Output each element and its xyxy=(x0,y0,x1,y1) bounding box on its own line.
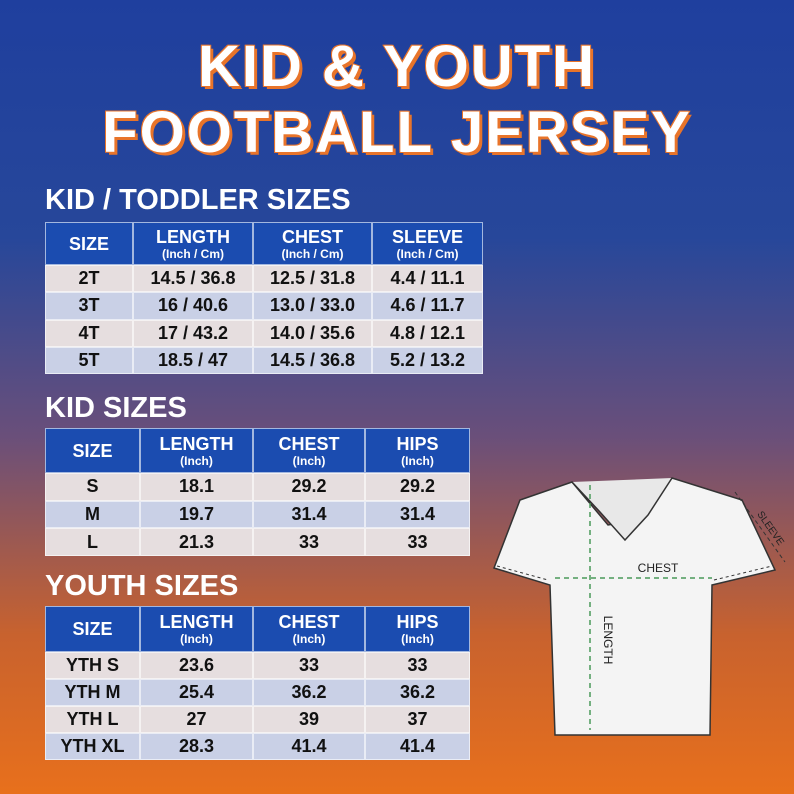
column-name: LENGTH xyxy=(159,612,234,632)
column-unit: (Inch) xyxy=(401,632,434,646)
table-cell: 28.3 xyxy=(140,733,253,760)
column-unit: (Inch / Cm) xyxy=(281,246,344,261)
section-heading: YOUTH SIZES xyxy=(45,570,239,602)
table-cell: 5T xyxy=(45,346,133,375)
table-cell: 13.0 / 33.0 xyxy=(253,292,372,320)
section-heading: KID / TODDLER SIZES xyxy=(45,184,351,216)
collar xyxy=(571,477,673,542)
table-cell: 18.1 xyxy=(140,473,253,501)
column-unit: (Inch) xyxy=(292,453,326,468)
header-cell: SIZE xyxy=(45,606,140,652)
header-cell: LENGTH (Inch / Cm) xyxy=(133,222,253,265)
column-unit: (Inch) xyxy=(292,632,326,646)
table-cell: 14.5 / 36.8 xyxy=(133,265,253,293)
table-cell: 14.0 / 35.6 xyxy=(253,319,372,347)
table-cell: 27 xyxy=(140,706,253,733)
table-cell: 4.6 / 11.7 xyxy=(372,292,483,320)
cuff-line xyxy=(713,565,773,581)
table-cell: YTH L xyxy=(45,706,140,733)
table-cell: 31.4 xyxy=(365,500,470,529)
table-cell: 41.4 xyxy=(365,733,470,760)
table-cell: 18.5 / 47 xyxy=(133,346,253,375)
column-name: LENGTH xyxy=(159,433,234,454)
table-cell: 25.4 xyxy=(140,679,253,706)
table-cell: 4.4 / 11.1 xyxy=(372,265,483,293)
table-cell: 33 xyxy=(253,652,365,679)
column-name: CHEST xyxy=(281,226,343,247)
table-cell: 33 xyxy=(253,528,365,557)
table-cell: 37 xyxy=(365,706,470,733)
header-cell: HIPS (Inch) xyxy=(365,428,470,473)
table-cell: 14.5 / 36.8 xyxy=(253,346,372,375)
table-cell: 33 xyxy=(365,528,470,557)
table-cell: 36.2 xyxy=(253,679,365,706)
table-cell: 23.6 xyxy=(140,652,253,679)
header-cell: LENGTH (Inch) xyxy=(140,606,253,652)
title-line: KID & YOUTH xyxy=(197,34,596,99)
table-cell: 19.7 xyxy=(140,500,253,529)
column-name: LENGTH xyxy=(156,226,230,247)
table-cell: S xyxy=(45,473,140,501)
table-cell: 5.2 / 13.2 xyxy=(372,346,483,375)
column-unit: (Inch) xyxy=(180,632,213,646)
table-cell: 2T xyxy=(45,265,133,293)
table-cell: YTH XL xyxy=(45,733,140,760)
header-cell: CHEST (Inch) xyxy=(253,428,365,473)
table-cell: 36.2 xyxy=(365,679,470,706)
column-unit: (Inch / Cm) xyxy=(396,246,459,261)
column-name: SIZE xyxy=(72,619,113,639)
column-name: HIPS xyxy=(396,433,439,454)
table-cell: 31.4 xyxy=(253,500,365,529)
column-name: HIPS xyxy=(396,612,439,632)
column-unit: (Inch) xyxy=(180,453,213,468)
column-name: SIZE xyxy=(68,233,109,254)
table-cell: 4T xyxy=(45,319,133,347)
column-name: SLEEVE xyxy=(391,226,464,247)
header-cell: SIZE xyxy=(45,428,140,473)
table-cell: L xyxy=(45,528,140,557)
table-cell: 4.8 / 12.1 xyxy=(372,319,483,347)
table-cell: 12.5 / 31.8 xyxy=(253,265,372,293)
length-label: LENGTH xyxy=(601,616,615,665)
title-line: FOOTBALL JERSEY xyxy=(101,100,692,165)
table-cell: 41.4 xyxy=(253,733,365,760)
table-cell: YTH M xyxy=(45,679,140,706)
table-cell: M xyxy=(45,500,140,529)
header-cell: SLEEVE (Inch / Cm) xyxy=(372,222,483,265)
table-cell: 33 xyxy=(365,652,470,679)
column-unit: (Inch) xyxy=(401,453,434,468)
table-cell: 3T xyxy=(45,292,133,320)
table-cell: YTH S xyxy=(45,652,140,679)
header-cell: CHEST (Inch / Cm) xyxy=(253,222,372,265)
header-cell: CHEST (Inch) xyxy=(253,606,365,652)
header-cell: SIZE xyxy=(45,222,133,265)
sleeve-line xyxy=(734,491,786,563)
header-cell: LENGTH (Inch) xyxy=(140,428,253,473)
cuff-line xyxy=(496,565,549,581)
table-cell: 21.3 xyxy=(140,528,253,557)
section-heading: KID SIZES xyxy=(45,392,187,424)
table-cell: 29.2 xyxy=(365,473,470,501)
column-name: CHEST xyxy=(278,612,340,632)
header-cell: HIPS (Inch) xyxy=(365,606,470,652)
table-cell: 29.2 xyxy=(253,473,365,501)
table-cell: 16 / 40.6 xyxy=(133,292,253,320)
column-name: CHEST xyxy=(278,433,340,454)
table-cell: 17 / 43.2 xyxy=(133,319,253,347)
column-name: SIZE xyxy=(72,440,113,461)
column-unit: (Inch / Cm) xyxy=(162,246,224,261)
table-cell: 39 xyxy=(253,706,365,733)
chest-label: CHEST xyxy=(638,561,679,575)
